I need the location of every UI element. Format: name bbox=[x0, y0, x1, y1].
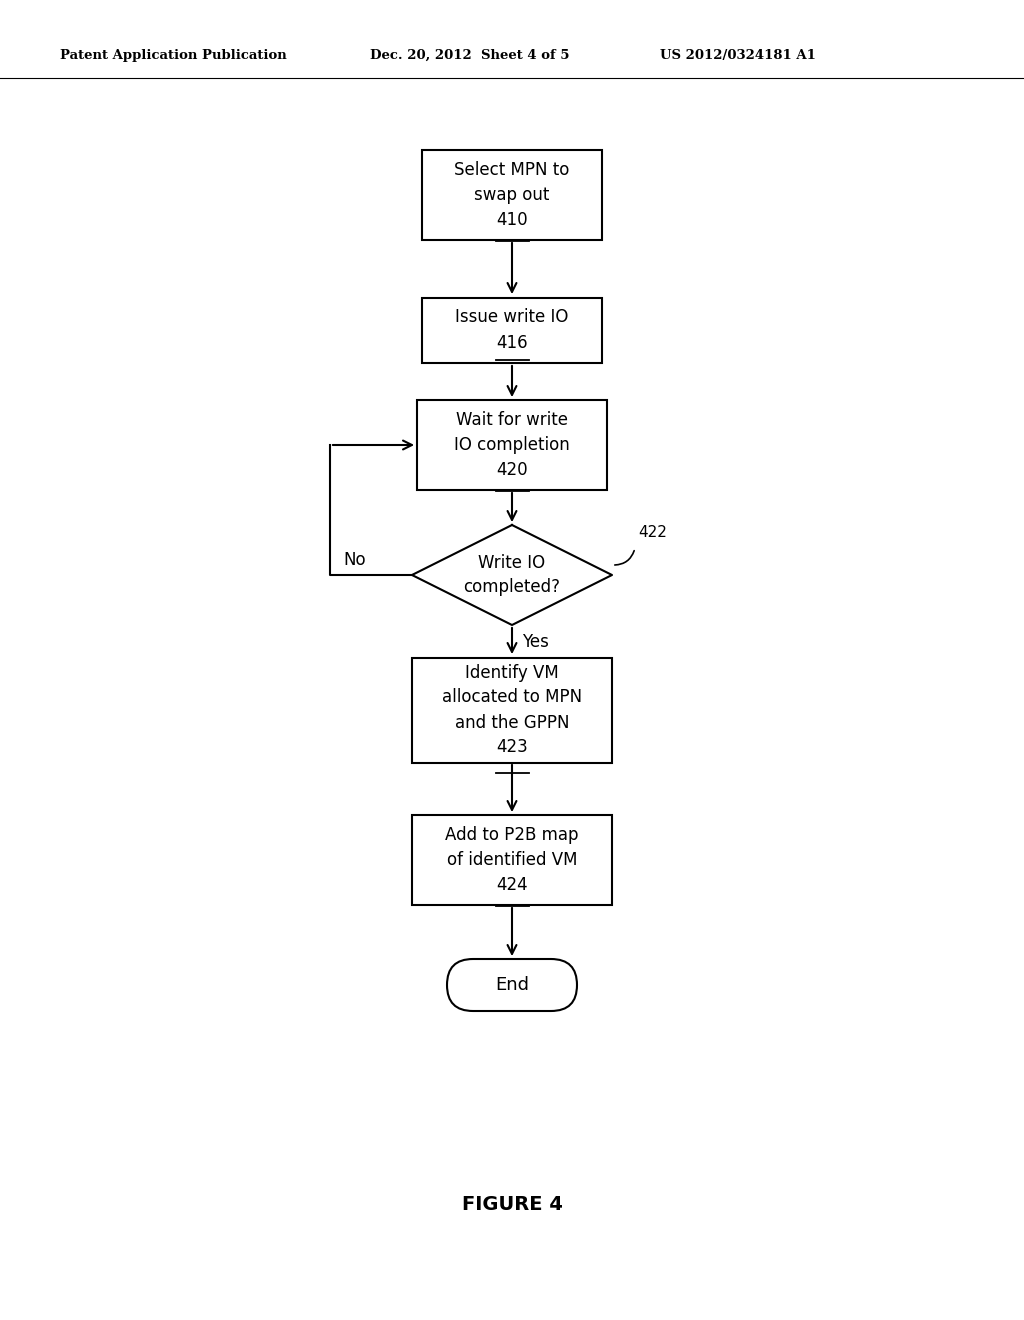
Text: Wait for write
IO completion
420: Wait for write IO completion 420 bbox=[454, 411, 570, 479]
Text: Issue write IO
416: Issue write IO 416 bbox=[456, 309, 568, 351]
Text: Yes: Yes bbox=[522, 634, 549, 651]
Polygon shape bbox=[412, 525, 612, 624]
Text: Select MPN to
swap out
410: Select MPN to swap out 410 bbox=[455, 161, 569, 228]
Text: Patent Application Publication: Patent Application Publication bbox=[60, 49, 287, 62]
FancyBboxPatch shape bbox=[422, 297, 602, 363]
FancyBboxPatch shape bbox=[417, 400, 607, 490]
Text: No: No bbox=[344, 550, 367, 569]
FancyBboxPatch shape bbox=[422, 150, 602, 240]
Text: Dec. 20, 2012  Sheet 4 of 5: Dec. 20, 2012 Sheet 4 of 5 bbox=[370, 49, 569, 62]
Text: End: End bbox=[495, 975, 529, 994]
Text: Identify VM
allocated to MPN
and the GPPN
423: Identify VM allocated to MPN and the GPP… bbox=[442, 664, 582, 756]
Text: Add to P2B map
of identified VM
424: Add to P2B map of identified VM 424 bbox=[445, 826, 579, 894]
Text: FIGURE 4: FIGURE 4 bbox=[462, 1196, 562, 1214]
Text: US 2012/0324181 A1: US 2012/0324181 A1 bbox=[660, 49, 816, 62]
Text: Write IO
completed?: Write IO completed? bbox=[464, 553, 560, 597]
FancyBboxPatch shape bbox=[447, 960, 577, 1011]
FancyBboxPatch shape bbox=[412, 657, 612, 763]
FancyBboxPatch shape bbox=[412, 814, 612, 906]
Text: 422: 422 bbox=[638, 525, 667, 540]
